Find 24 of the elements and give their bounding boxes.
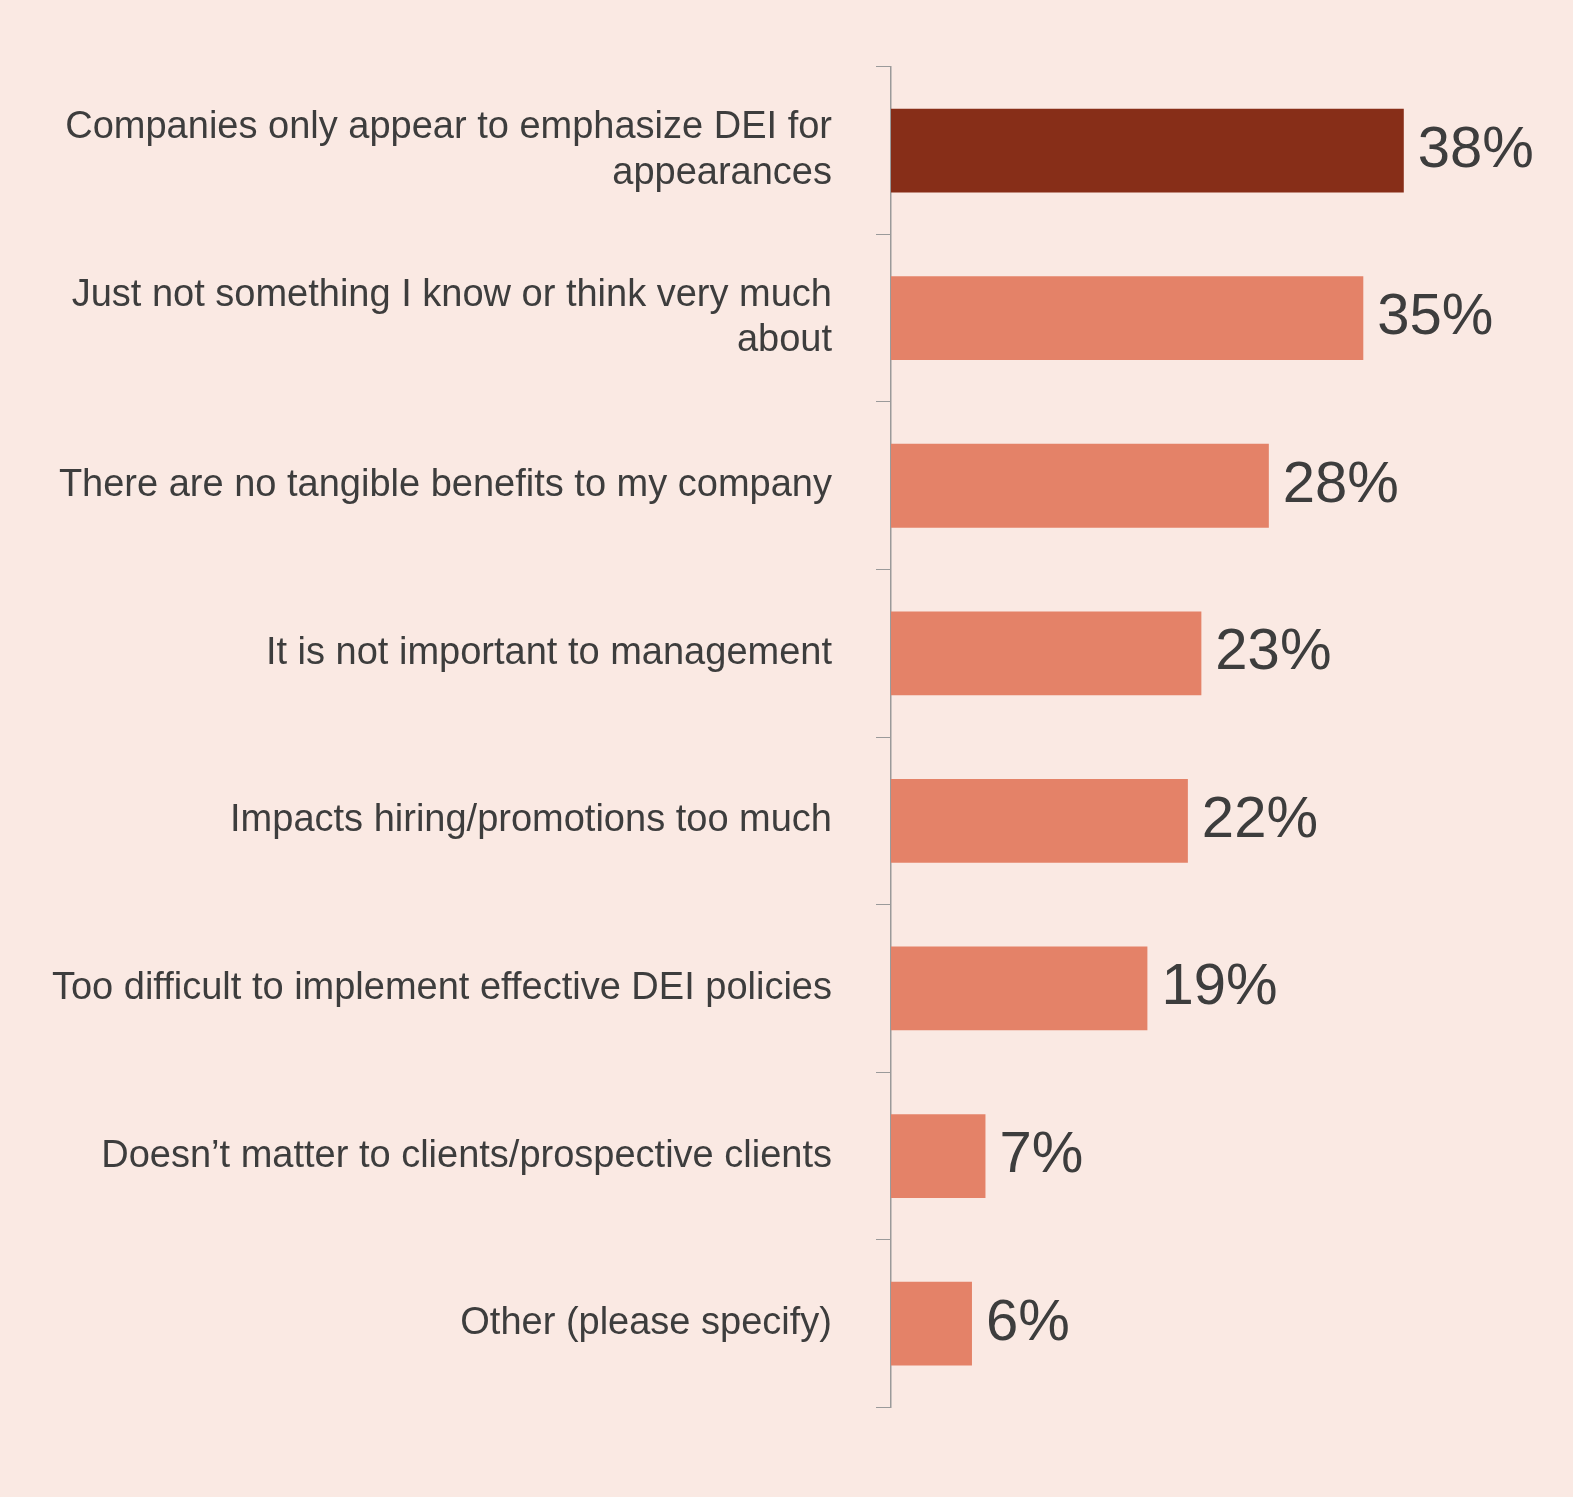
data-label: 19% [1161,951,1278,1017]
bar [891,276,1364,361]
data-label: 38% [1417,113,1534,179]
y-tick-label: Too difficult to implement effective DEI policies [51,964,832,1007]
bar [891,611,1202,696]
bar [891,443,1269,528]
data-label: 6% [985,1286,1070,1352]
data-label: 35% [1377,281,1494,347]
bar [891,1281,972,1366]
data-label: 28% [1282,448,1399,514]
y-tick-label: Companies only appear to emphasize DEI for appearances [65,104,833,192]
data-label: 7% [999,1119,1084,1185]
bar [891,108,1404,193]
y-tick-label: Other (please specify) [460,1300,832,1343]
y-tick-label: Doesn’t matter to clients/prospective clients [101,1132,832,1175]
bar [891,778,1188,863]
y-tick-label: It is not important to management [265,629,833,672]
data-label: 23% [1215,616,1332,682]
y-tick-label: Just not something I know or think very much about [71,271,833,360]
bar [891,1114,986,1198]
bar [891,946,1148,1031]
y-tick-label: There are no tangible benefits to my company [58,462,832,505]
data-label: 22% [1201,783,1318,849]
y-tick-label: Impacts hiring/promotions too much [230,797,832,840]
